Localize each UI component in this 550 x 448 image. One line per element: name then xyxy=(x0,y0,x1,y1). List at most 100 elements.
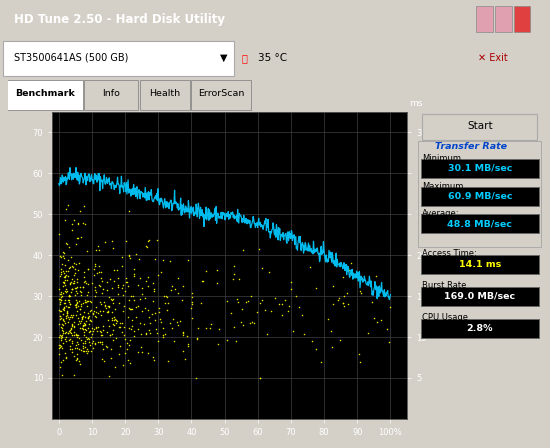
FancyBboxPatch shape xyxy=(421,319,538,338)
Point xyxy=(144,349,153,357)
Point xyxy=(156,318,165,325)
Point xyxy=(326,327,335,335)
Point xyxy=(73,339,81,346)
Point xyxy=(94,310,103,317)
Point xyxy=(92,270,101,277)
Point xyxy=(116,323,124,331)
Point xyxy=(96,339,104,346)
Point xyxy=(93,327,102,334)
Point xyxy=(198,277,207,284)
Point xyxy=(72,331,81,338)
Point xyxy=(123,340,132,347)
Point xyxy=(107,285,116,292)
Point xyxy=(158,331,167,338)
Text: 14.1 ms: 14.1 ms xyxy=(459,260,501,269)
Point xyxy=(169,316,178,323)
FancyBboxPatch shape xyxy=(514,6,530,32)
Point xyxy=(107,355,116,362)
Point xyxy=(118,262,127,269)
Point xyxy=(68,220,76,227)
Point xyxy=(92,324,101,332)
Point xyxy=(229,263,238,270)
Point xyxy=(62,303,70,310)
Point xyxy=(140,320,148,327)
Point xyxy=(79,332,88,339)
Point xyxy=(62,312,70,319)
Point xyxy=(97,340,106,347)
Point xyxy=(63,310,72,317)
Text: Info: Info xyxy=(102,89,120,98)
Point xyxy=(94,323,102,331)
Point xyxy=(193,336,202,343)
Point xyxy=(76,288,85,295)
Point xyxy=(80,279,89,286)
Point xyxy=(67,279,75,286)
Point xyxy=(323,316,332,323)
Point xyxy=(229,276,238,283)
Point xyxy=(97,289,106,297)
Point xyxy=(123,357,132,364)
Point xyxy=(60,319,69,327)
Point xyxy=(102,305,111,312)
Point xyxy=(114,299,123,306)
Point xyxy=(79,220,88,227)
Point xyxy=(56,291,64,298)
Point xyxy=(76,302,85,310)
Point xyxy=(76,336,85,344)
Point xyxy=(150,357,159,364)
Point xyxy=(170,338,179,345)
Point xyxy=(68,322,76,329)
Point xyxy=(79,284,87,291)
Point xyxy=(72,311,80,319)
Point xyxy=(57,296,65,303)
Point xyxy=(72,235,81,242)
Point xyxy=(176,318,185,325)
Point xyxy=(62,285,70,293)
Point xyxy=(206,321,215,328)
Point xyxy=(62,240,71,247)
Point xyxy=(150,285,159,293)
Point xyxy=(114,275,123,282)
Point xyxy=(64,297,73,304)
Point xyxy=(150,288,159,295)
Point xyxy=(70,353,79,360)
Point xyxy=(78,313,86,320)
Point xyxy=(340,293,349,300)
Point xyxy=(65,292,74,299)
FancyBboxPatch shape xyxy=(191,80,251,110)
Point xyxy=(58,249,67,256)
Point xyxy=(103,309,112,316)
Point xyxy=(87,348,96,355)
Point xyxy=(317,358,326,366)
Point xyxy=(84,265,93,272)
Point xyxy=(196,299,205,306)
Point xyxy=(81,340,90,347)
Point xyxy=(58,332,67,339)
Point xyxy=(76,287,85,294)
Point xyxy=(261,306,270,313)
Point xyxy=(64,336,73,344)
Point xyxy=(355,358,364,366)
Point xyxy=(149,280,158,287)
Point xyxy=(84,289,93,296)
Point xyxy=(136,344,145,351)
Point xyxy=(155,308,163,315)
Point xyxy=(114,291,123,298)
Point xyxy=(65,279,74,286)
Point xyxy=(117,328,126,335)
FancyBboxPatch shape xyxy=(495,6,512,32)
Point xyxy=(270,294,279,302)
Point xyxy=(151,256,160,263)
Point xyxy=(159,334,168,341)
Point xyxy=(238,306,246,313)
Point xyxy=(153,237,162,244)
Point xyxy=(104,303,113,310)
Point xyxy=(58,327,67,334)
Point xyxy=(67,345,76,352)
Text: 🌡: 🌡 xyxy=(242,53,248,63)
Point xyxy=(62,315,70,322)
Point xyxy=(56,336,65,343)
Point xyxy=(108,327,117,334)
Text: ST3500641AS (500 GB): ST3500641AS (500 GB) xyxy=(14,53,128,63)
Text: Health: Health xyxy=(149,89,180,98)
